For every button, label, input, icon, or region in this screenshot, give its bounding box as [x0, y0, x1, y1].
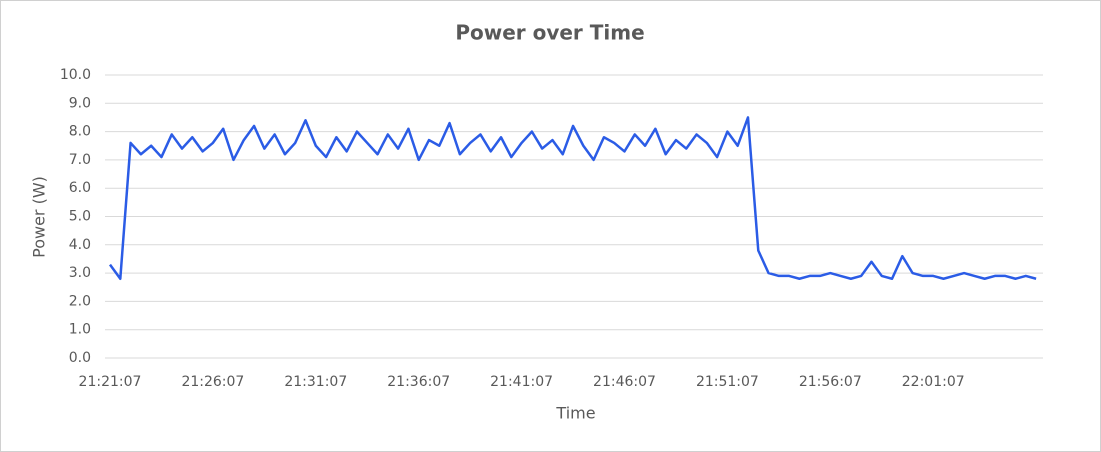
x-tick-label: 21:31:07: [284, 374, 347, 390]
y-tick-label: 10.0: [60, 67, 91, 83]
x-axis-label: Time: [555, 404, 595, 423]
x-tick-label: 21:56:07: [799, 374, 862, 390]
x-tick-label: 21:41:07: [490, 374, 553, 390]
y-tick-label: 7.0: [69, 152, 91, 168]
x-tick-label: 21:26:07: [181, 374, 244, 390]
y-tick-label: 8.0: [69, 124, 91, 140]
y-tick-label: 2.0: [69, 293, 91, 309]
y-tick-label: 9.0: [69, 95, 91, 111]
y-axis-label: Power (W): [30, 176, 49, 258]
y-tick-label: 5.0: [69, 209, 91, 225]
y-tick-label: 3.0: [69, 265, 91, 281]
data-line: [108, 116, 1037, 281]
y-tick-label: 1.0: [69, 322, 91, 338]
x-tick-label: 21:51:07: [696, 374, 759, 390]
y-tick-label: 4.0: [69, 237, 91, 253]
x-tick-label: 21:21:07: [79, 374, 142, 390]
x-tick-label: 21:36:07: [387, 374, 450, 390]
y-tick-label: 0.0: [69, 350, 91, 366]
x-tick-label: 21:46:07: [593, 374, 656, 390]
x-tick-label: 22:01:07: [902, 374, 965, 390]
chart-title: Power over Time: [455, 21, 644, 45]
y-tick-label: 6.0: [69, 180, 91, 196]
